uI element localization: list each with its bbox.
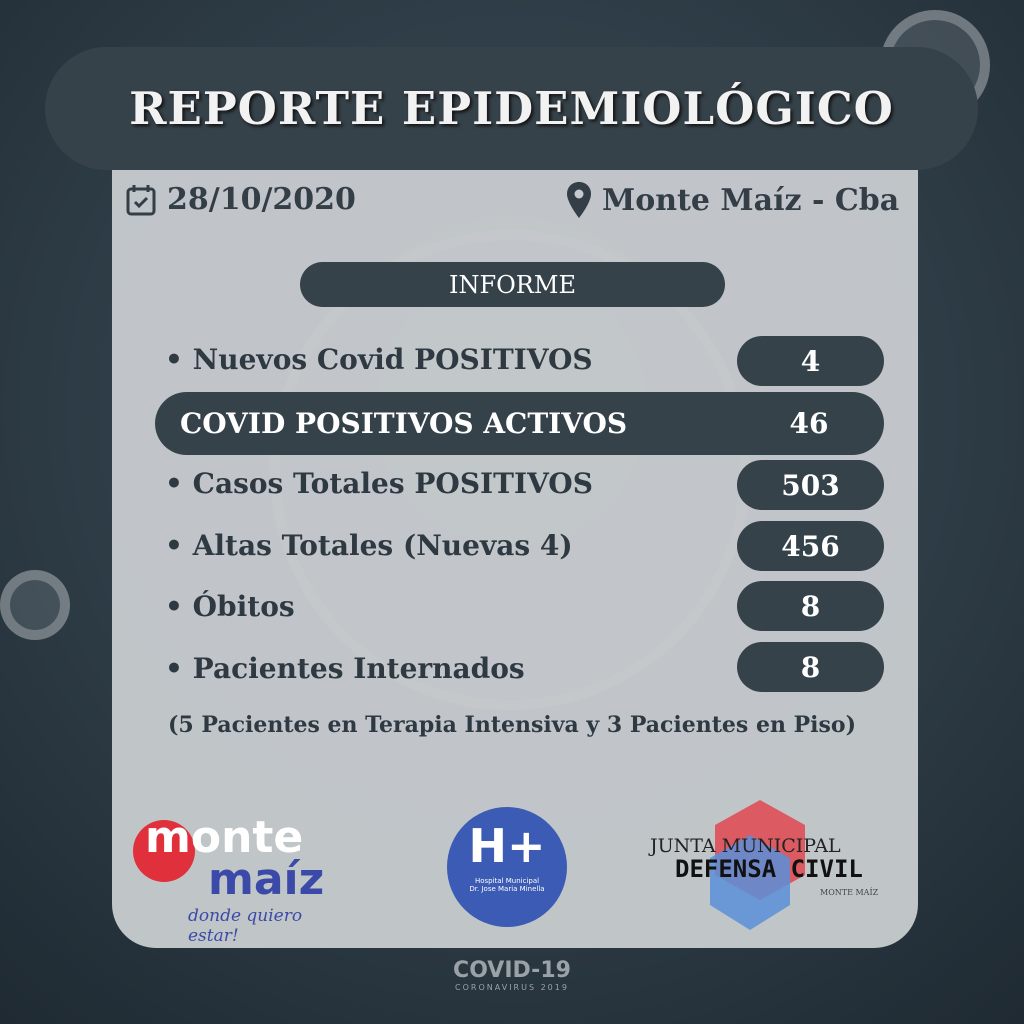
logo-text: H+	[468, 819, 546, 873]
footer-title: COVID-19	[453, 958, 571, 983]
logo-tagline: donde quiero estar!	[188, 906, 303, 946]
location-text: Monte Maíz - Cba	[602, 182, 900, 218]
hexagon-icon	[710, 800, 805, 930]
row-label: Casos Totales POSITIVOS	[165, 467, 593, 500]
row-label: COVID POSITIVOS ACTIVOS	[180, 407, 628, 440]
logo-text: DEFENSA CIVIL	[675, 855, 863, 883]
logo-text: monte	[145, 812, 304, 863]
row-value: 46	[789, 407, 829, 440]
covid-footer: COVID-19 CORONAVIRUS 2019	[0, 958, 1024, 992]
footer-subtitle: CORONAVIRUS 2019	[455, 983, 569, 992]
calendar-icon	[126, 184, 156, 215]
date: 28/10/2020	[125, 182, 356, 217]
row-value: 8	[737, 642, 884, 692]
row-value: 456	[737, 521, 884, 571]
logo-text: maíz	[208, 854, 325, 905]
row-value: 4	[737, 336, 884, 386]
row-label: Óbitos	[165, 590, 295, 623]
page-title: REPORTE EPIDEMIOLÓGICO	[45, 47, 978, 170]
row-label: Nuevos Covid POSITIVOS	[165, 343, 593, 376]
row-label: Pacientes Internados	[165, 652, 525, 685]
logo-text: Dr. Jose Maria Minella	[469, 885, 545, 893]
defensa-civil-logo: JUNTA MUNICIPAL DEFENSA CIVIL MONTE MAÍZ	[650, 800, 900, 930]
location-pin-icon	[567, 182, 591, 218]
date-text: 28/10/2020	[167, 182, 356, 217]
logo-text: JUNTA MUNICIPAL	[650, 835, 841, 857]
virus-decoration	[0, 570, 70, 640]
monte-maiz-logo: monte maíz donde quiero estar!	[133, 810, 343, 946]
highlight-row: COVID POSITIVOS ACTIVOS 46	[155, 392, 884, 455]
row-value: 8	[737, 581, 884, 631]
row-value: 503	[737, 460, 884, 510]
footnote: (5 Pacientes en Terapia Intensiva y 3 Pa…	[168, 712, 856, 738]
location: Monte Maíz - Cba	[566, 182, 899, 218]
hospital-logo: H+ Hospital Municipal Dr. Jose Maria Min…	[447, 807, 567, 927]
row-label: Altas Totales (Nuevas 4)	[165, 529, 573, 562]
logo-text: MONTE MAÍZ	[820, 888, 879, 897]
section-header: INFORME	[300, 262, 725, 307]
logo-text: Hospital Municipal	[474, 877, 540, 885]
